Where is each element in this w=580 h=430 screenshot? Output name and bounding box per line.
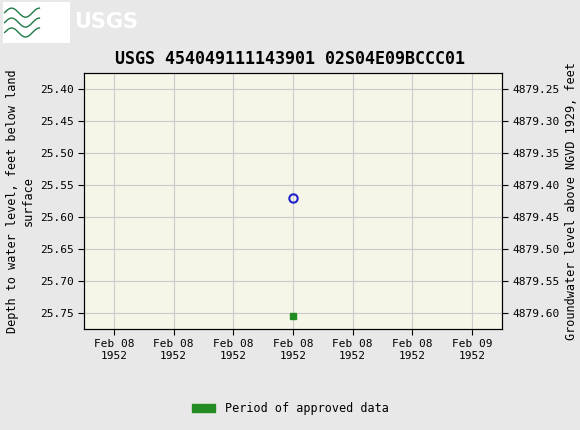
Y-axis label: Depth to water level, feet below land
surface: Depth to water level, feet below land su… — [6, 69, 34, 333]
Legend: Period of approved data: Period of approved data — [187, 397, 393, 420]
Y-axis label: Groundwater level above NGVD 1929, feet: Groundwater level above NGVD 1929, feet — [565, 62, 578, 340]
Text: USGS: USGS — [74, 12, 138, 32]
FancyBboxPatch shape — [3, 2, 70, 43]
Text: USGS 454049111143901 02S04E09BCCC01: USGS 454049111143901 02S04E09BCCC01 — [115, 50, 465, 68]
